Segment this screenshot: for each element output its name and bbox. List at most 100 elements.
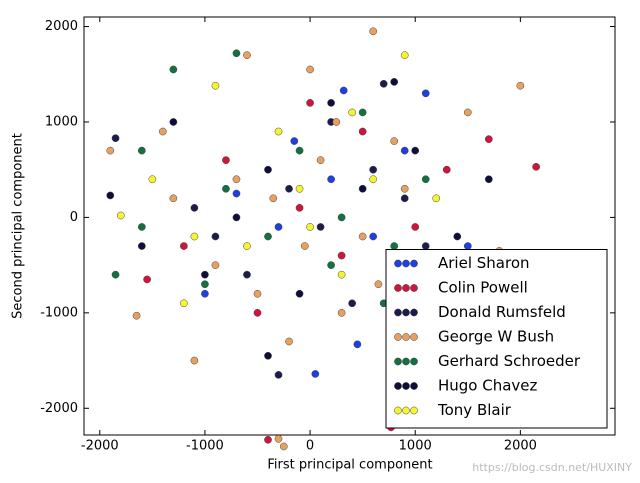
scatter-point bbox=[169, 65, 178, 74]
x-axis-label: First principal component bbox=[267, 458, 432, 473]
legend-marker bbox=[410, 308, 418, 317]
y-tick-label: 2000 bbox=[45, 19, 78, 34]
scatter-point bbox=[306, 99, 314, 107]
scatter-point bbox=[232, 213, 241, 222]
scatter-point bbox=[339, 86, 348, 95]
scatter-point bbox=[353, 340, 362, 349]
scatter-point bbox=[290, 137, 299, 145]
scatter-point bbox=[421, 89, 430, 98]
scatter-point bbox=[264, 435, 272, 444]
plot-frame bbox=[83, 16, 616, 436]
scatter-point bbox=[274, 434, 283, 443]
scatter-point bbox=[327, 99, 335, 107]
legend-label: Hugo Chavez bbox=[438, 377, 538, 395]
scatter-point bbox=[190, 232, 199, 241]
scatter-point bbox=[421, 175, 430, 184]
scatter-point bbox=[106, 191, 115, 200]
scatter-point bbox=[180, 299, 188, 308]
legend-label: Donald Rumsfeld bbox=[438, 303, 566, 321]
x-tick-label: 0 bbox=[306, 439, 314, 454]
scatter-point bbox=[358, 184, 367, 193]
scatter-point bbox=[274, 223, 283, 231]
legend-marker bbox=[394, 308, 402, 317]
scatter-point bbox=[390, 78, 399, 86]
scatter-point bbox=[390, 242, 399, 250]
scatter-point bbox=[169, 194, 178, 203]
scatter-point bbox=[253, 289, 262, 298]
scatter-point bbox=[484, 135, 493, 144]
scatter-point bbox=[316, 223, 325, 231]
scatter-point bbox=[295, 146, 304, 155]
scatter-point bbox=[369, 175, 378, 184]
scatter-point bbox=[453, 232, 462, 241]
scatter-point bbox=[532, 162, 540, 171]
scatter-point bbox=[369, 165, 378, 174]
scatter-point bbox=[264, 232, 272, 241]
legend-marker bbox=[394, 406, 402, 415]
scatter-point bbox=[337, 251, 346, 260]
legend-marker bbox=[410, 382, 418, 390]
legend-marker bbox=[394, 357, 402, 366]
y-tick-label: 0 bbox=[70, 210, 78, 225]
watermark: https://blog.csdn.net/HUXINY bbox=[472, 461, 632, 474]
scatter-point bbox=[337, 213, 346, 222]
scatter-point bbox=[111, 270, 120, 279]
scatter-point bbox=[516, 81, 525, 90]
scatter-point bbox=[295, 184, 304, 193]
scatter-point bbox=[211, 261, 220, 269]
scatter-point bbox=[369, 232, 378, 241]
scatter-point bbox=[400, 51, 409, 60]
legend-marker bbox=[410, 284, 418, 292]
legend-marker bbox=[402, 308, 410, 317]
scatter-point bbox=[379, 79, 388, 88]
legend-marker bbox=[402, 333, 410, 341]
scatter-point bbox=[337, 308, 346, 317]
scatter-point bbox=[279, 442, 288, 451]
legend-label: George W Bush bbox=[438, 328, 554, 346]
scatter-point bbox=[211, 81, 220, 90]
scatter-point bbox=[332, 118, 341, 126]
scatter-point bbox=[137, 242, 146, 250]
scatter-point bbox=[285, 337, 293, 346]
scatter-point bbox=[269, 194, 278, 203]
y-axis-label: Second principal component bbox=[11, 133, 26, 319]
scatter-point bbox=[148, 175, 157, 184]
scatter-point bbox=[358, 108, 367, 117]
scatter-point bbox=[180, 242, 188, 250]
legend-marker bbox=[394, 333, 402, 341]
legend-label: Colin Powell bbox=[438, 279, 528, 297]
y-tick-label: -1000 bbox=[40, 305, 78, 320]
scatter-point bbox=[411, 223, 420, 231]
legend-marker bbox=[402, 382, 410, 390]
legend-marker bbox=[410, 357, 418, 366]
scatter-point bbox=[327, 261, 335, 269]
scatter-point bbox=[201, 289, 209, 298]
scatter-point bbox=[295, 289, 304, 298]
scatter-point bbox=[285, 184, 293, 193]
scatter-point bbox=[106, 146, 115, 155]
scatter-point bbox=[348, 108, 356, 117]
scatter-point bbox=[264, 351, 272, 360]
scatter-point bbox=[253, 308, 262, 317]
scatter-point bbox=[484, 175, 493, 184]
legend-marker bbox=[410, 259, 418, 268]
scatter-point bbox=[211, 232, 220, 241]
x-tick-label: 2000 bbox=[504, 439, 537, 454]
scatter-point bbox=[132, 311, 141, 320]
scatter-point bbox=[348, 299, 356, 308]
scatter-point bbox=[432, 194, 441, 203]
legend-marker bbox=[394, 284, 402, 292]
scatter-point bbox=[232, 189, 241, 198]
legend-marker bbox=[394, 382, 402, 390]
scatter-point bbox=[463, 108, 472, 117]
scatter-point bbox=[201, 270, 209, 279]
scatter-point bbox=[190, 204, 199, 212]
scatter-point bbox=[306, 223, 314, 231]
scatter-point bbox=[295, 204, 304, 212]
scatter-point bbox=[463, 242, 472, 250]
legend-marker bbox=[394, 259, 402, 268]
scatter-point bbox=[337, 270, 346, 279]
scatter-point bbox=[411, 146, 420, 155]
scatter-point bbox=[243, 270, 251, 279]
